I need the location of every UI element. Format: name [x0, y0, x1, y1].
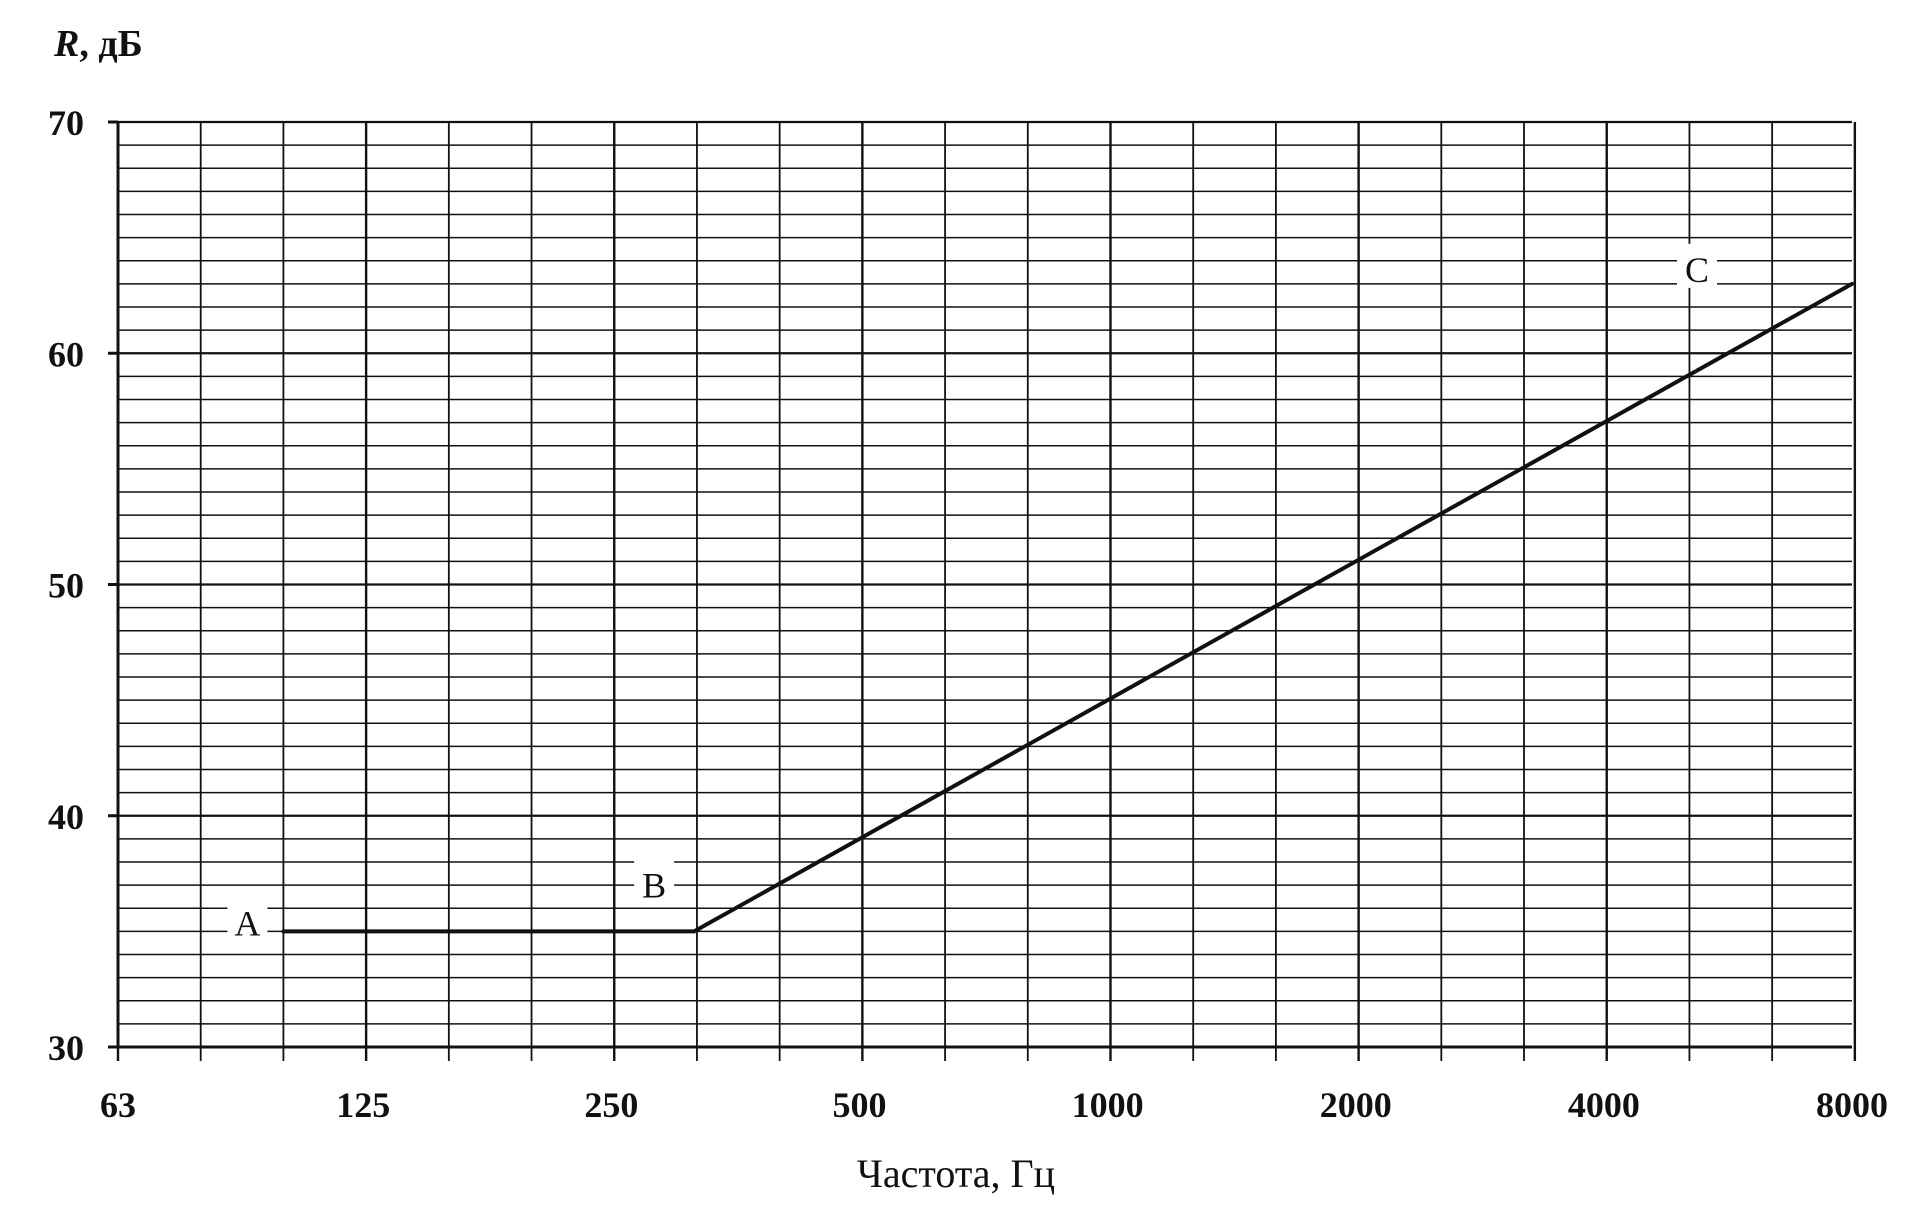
axes [108, 120, 1852, 1049]
y-axis-symbol: R [54, 23, 80, 65]
point-label-bg [634, 859, 675, 904]
x-tick-label: 8000 [1816, 1085, 1888, 1125]
y-tick-label: 30 [48, 1028, 84, 1068]
y-axis-title: R, дБ [54, 22, 143, 66]
series [281, 281, 1854, 934]
point-label-bg [1677, 243, 1717, 288]
x-tick-label: 63 [100, 1085, 136, 1125]
grid [116, 120, 1857, 1061]
x-axis-title: Частота, Гц [856, 1151, 1056, 1196]
x-tick-label: 4000 [1568, 1085, 1640, 1125]
point-labels: A B C [227, 243, 1717, 943]
x-tick-label: 1000 [1072, 1085, 1144, 1125]
y-tick-label: 60 [48, 334, 84, 374]
series-segment [692, 281, 1854, 934]
y-axis-unit: , дБ [79, 23, 143, 65]
x-tick-label: 500 [833, 1085, 887, 1125]
y-tick-labels: 30 40 50 60 70 [48, 103, 84, 1068]
y-tick-label: 50 [48, 566, 84, 606]
x-tick-label: 250 [584, 1085, 638, 1125]
point-label-A: A [234, 903, 260, 943]
y-tick-label: 70 [48, 103, 84, 143]
point-label-bg [227, 897, 268, 942]
x-tick-label: 125 [336, 1085, 390, 1125]
y-tick-label: 40 [48, 797, 84, 837]
x-tick-label: 2000 [1320, 1085, 1392, 1125]
x-tick-labels: 63 125 250 500 1000 2000 4000 8000 [100, 1085, 1888, 1125]
point-label-C: C [1685, 250, 1709, 290]
point-label-B: B [642, 865, 666, 905]
